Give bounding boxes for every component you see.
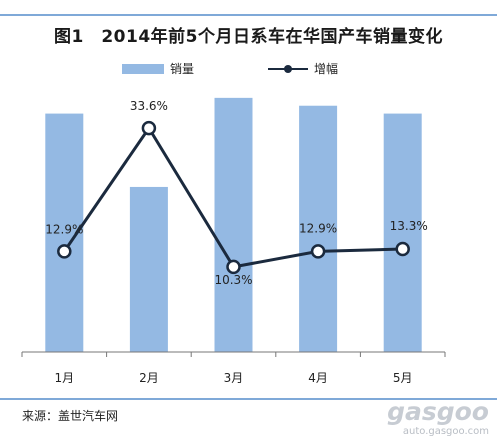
bar-3 [214,97,253,352]
watermark-logo: gasgoo [387,397,489,426]
bar-5 [383,113,422,352]
growth-point-4 [310,244,326,259]
x-tick-label: 5月 [393,371,413,385]
top-rule [0,14,497,16]
bar-4 [299,105,338,352]
growth-point-1 [57,244,72,259]
growth-label-1: 12.9% [45,222,83,236]
source-note: 来源：盖世汽车网 [22,409,119,423]
growth-point-5 [395,241,410,257]
x-tick-label: 1月 [54,371,74,385]
growth-label-4: 12.9% [299,221,337,235]
bar-2 [129,186,168,352]
bottom-rule [0,398,497,400]
growth-label-5: 13.3% [390,219,428,233]
legend-line-swatch [268,64,308,73]
chart-legend: 销量 增幅 [0,60,497,76]
legend-item-bar: 销量 [122,60,194,77]
growth-point-3 [226,259,241,275]
x-tick-label: 3月 [224,371,244,385]
growth-label-2: 33.6% [130,99,168,113]
legend-bar-swatch [122,63,164,74]
watermark-url: auto.gasgoo.com [402,425,489,437]
x-tick-label: 2月 [139,371,159,385]
legend-bar-label: 销量 [170,62,195,76]
legend-item-line: 增幅 [268,60,338,77]
chart-title: 图1 2014年前5个月日系车在华国产车销量变化 [54,27,443,47]
x-tick-label: 4月 [308,371,328,385]
growth-label-3: 10.3% [214,273,252,287]
watermark: gasgoo auto.gasgoo.com [387,398,489,437]
legend-line-label: 增幅 [314,62,339,76]
growth-point-2 [141,120,157,136]
